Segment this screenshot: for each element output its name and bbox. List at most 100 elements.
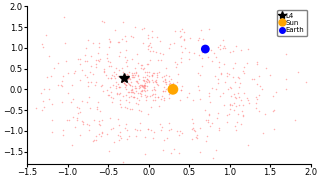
Point (260, 132, 265, 135)
Point (40, 46, 45, 48)
Point (123, 74, 128, 77)
Point (81, 123, 86, 126)
Point (176, 73, 181, 76)
Point (95, 58, 100, 61)
Point (159, 126, 164, 129)
Point (196, 38, 201, 41)
Point (157, 40, 163, 43)
Point (93, 134, 98, 137)
Point (135, 75, 140, 77)
Point (69, 143, 75, 146)
Point (41, 99, 46, 102)
Point (113, 81, 118, 84)
Point (220, 38, 226, 41)
Point (179, 45, 184, 48)
Point (77, 79, 82, 82)
Point (141, 85, 147, 88)
Point (142, 76, 147, 79)
Point (133, 80, 139, 82)
Point (88, 54, 93, 57)
Point (142, 83, 148, 86)
Point (146, 71, 151, 74)
Point (180, 131, 185, 134)
Point (148, 94, 153, 97)
Point (140, 89, 145, 92)
Point (116, 75, 121, 77)
Point (69, 83, 75, 86)
Point (228, 94, 234, 97)
Point (109, 73, 115, 76)
Point (120, 77, 125, 80)
Point (46, 87, 52, 90)
Point (117, 54, 122, 57)
Point (164, 136, 169, 139)
Point (171, 82, 176, 85)
Point (146, 63, 151, 66)
Point (128, 90, 133, 93)
Point (246, 47, 251, 50)
Point (209, 86, 214, 89)
Point (76, 112, 81, 115)
Point (117, 41, 122, 44)
Point (61, 15, 67, 18)
Point (147, 81, 152, 84)
Point (149, 74, 154, 77)
Point (42, 87, 47, 90)
Point (132, 26, 138, 29)
Point (166, 129, 172, 131)
Point (99, 132, 104, 135)
Point (76, 107, 81, 110)
Point (174, 81, 179, 84)
Point (125, 73, 130, 76)
Point (228, 50, 233, 53)
Point (137, 99, 142, 102)
Point (169, 86, 174, 89)
Point (161, 53, 166, 56)
Point (173, 30, 178, 32)
Point (152, 80, 157, 82)
Point (144, 73, 149, 76)
Point (39, 109, 44, 111)
Point (129, 85, 134, 88)
Point (47, 55, 52, 58)
Point (119, 80, 124, 83)
Point (254, 60, 260, 63)
Point (136, 86, 141, 89)
Point (141, 76, 146, 79)
Point (129, 74, 134, 76)
Point (142, 84, 147, 87)
Point (137, 84, 142, 87)
Point (149, 93, 154, 96)
Point (113, 29, 118, 32)
Point (146, 33, 151, 36)
Point (94, 105, 100, 108)
Point (140, 88, 145, 91)
Point (193, 129, 198, 132)
Point (199, 64, 204, 67)
Point (66, 119, 71, 122)
Point (155, 75, 160, 78)
Point (56, 61, 61, 64)
Point (156, 71, 161, 74)
Point (138, 83, 143, 86)
Point (137, 108, 142, 111)
Point (148, 45, 153, 48)
Point (236, 92, 241, 94)
Point (119, 66, 124, 69)
Point (132, 71, 137, 74)
Point (213, 87, 219, 90)
Point (113, 66, 118, 69)
Point (77, 62, 83, 65)
Point (166, 47, 172, 50)
Point (138, 121, 143, 124)
Point (253, 101, 259, 104)
Point (85, 39, 91, 42)
Point (128, 35, 133, 38)
Point (270, 94, 275, 97)
Point (104, 89, 109, 92)
Point (207, 101, 212, 103)
Point (155, 36, 160, 39)
Point (132, 95, 137, 98)
Point (89, 64, 94, 67)
Point (221, 103, 226, 106)
